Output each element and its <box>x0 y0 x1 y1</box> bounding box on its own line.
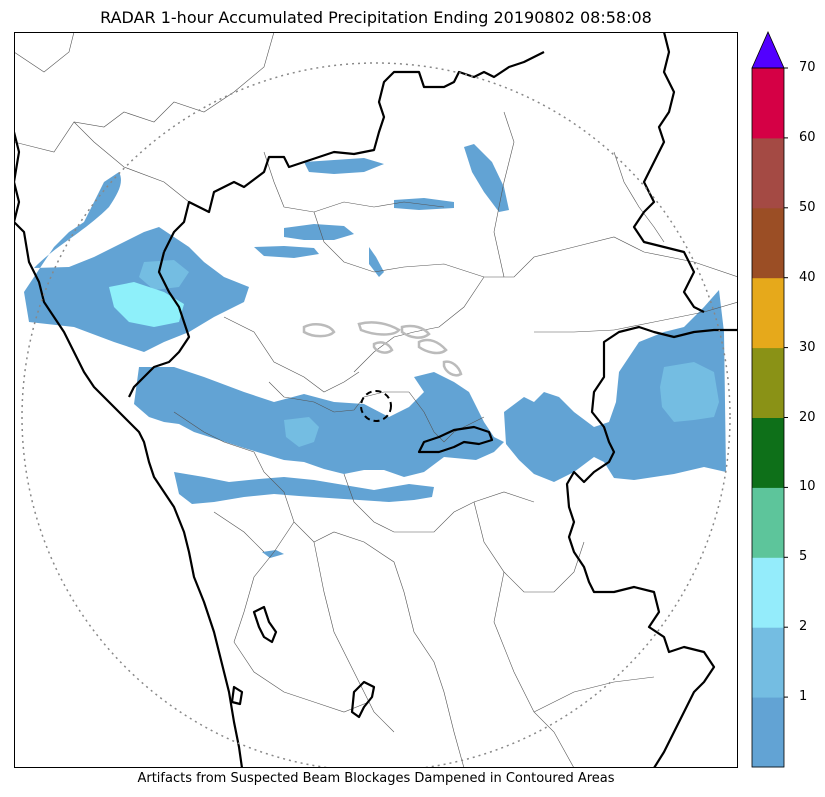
map-border <box>14 32 738 768</box>
colorbar-tick-label: 60 <box>799 129 816 145</box>
radar-range-ring <box>21 62 731 768</box>
precip-core-east <box>660 362 719 422</box>
colorbar-tick-label: 2 <box>799 619 808 635</box>
district-boundary <box>403 591 465 768</box>
colorbar-segment <box>752 417 784 488</box>
district-boundary <box>493 111 515 278</box>
colorbar-segment <box>752 627 784 698</box>
district-boundary <box>268 381 409 413</box>
state-boundary-east <box>565 325 738 768</box>
radar-map <box>14 32 738 768</box>
district-boundary <box>173 411 405 593</box>
precip-area-south <box>174 472 434 504</box>
map-footer-note: Artifacts from Suspected Beam Blockages … <box>137 771 615 786</box>
colorbar-segment <box>752 347 784 418</box>
blockage-contour <box>400 324 431 339</box>
district-boundary <box>534 329 615 333</box>
state-boundary-northeast <box>632 32 705 313</box>
blockage-contour <box>302 323 336 338</box>
blockage-contour <box>417 338 448 355</box>
colorbar-tick-label: 50 <box>799 199 816 215</box>
district-boundary <box>14 32 275 153</box>
colorbar-segment <box>752 697 784 768</box>
precip-area-east <box>504 290 726 482</box>
precipitation-medium-layer <box>139 260 719 447</box>
state-enclave-central <box>417 425 494 454</box>
blockage-contour <box>442 360 463 377</box>
colorbar-tick-label: 10 <box>799 479 816 495</box>
district-boundary <box>533 676 655 713</box>
colorbar-segments <box>752 68 784 768</box>
colorbar-segment <box>752 277 784 349</box>
beam-blockage-contours <box>302 321 463 377</box>
precip-band-north-3 <box>254 246 319 258</box>
colorbar-tick-label: 5 <box>799 549 808 565</box>
precip-core-northwest-b <box>139 260 189 290</box>
district-boundary <box>263 151 445 213</box>
state-boundary-west-coast <box>14 131 244 768</box>
district-boundary <box>73 121 190 203</box>
precip-band-north-2 <box>284 224 354 240</box>
colorbar-tick-label: 30 <box>799 339 816 355</box>
colorbar-extend-max-triangle <box>751 31 785 69</box>
state-enclave-southeast <box>350 680 376 719</box>
precip-streak-northeast <box>464 144 509 212</box>
precip-core-northwest <box>109 282 184 327</box>
colorbar-segment <box>752 137 784 209</box>
state-boundary-inner-west <box>128 251 191 398</box>
state-boundary-north <box>163 51 545 253</box>
district-boundary <box>313 541 395 733</box>
district-boundary <box>613 301 738 331</box>
radar-site-ring <box>360 390 392 422</box>
colorbar-tick-marks <box>784 67 788 698</box>
district-boundary <box>473 501 585 593</box>
precip-core-central <box>284 417 319 447</box>
state-enclave-southwest <box>230 685 244 706</box>
precip-band-north-4 <box>394 198 454 210</box>
precip-small-north <box>369 247 384 277</box>
precipitation-light-layer <box>24 144 726 558</box>
colorbar-tick-label: 1 <box>799 689 808 705</box>
colorbar-tick-label: 70 <box>799 60 816 75</box>
district-boundaries <box>14 32 738 768</box>
state-enclave-south <box>252 605 278 644</box>
colorbar-tick-label: 20 <box>799 409 816 425</box>
colorbar-segment <box>752 487 784 558</box>
precip-area-central <box>134 367 504 477</box>
precip-band-north-1 <box>304 158 384 174</box>
district-boundary <box>493 571 575 768</box>
precip-strip-south <box>262 550 284 558</box>
blockage-contour <box>372 341 394 354</box>
district-boundary <box>233 521 295 643</box>
district-boundary <box>313 211 738 278</box>
colorbar-segment <box>752 557 784 628</box>
colorbar-segment <box>752 207 784 279</box>
colorbar-tick-label: 40 <box>799 269 816 285</box>
district-boundary <box>223 316 360 393</box>
district-boundary <box>343 473 535 533</box>
district-boundary <box>613 151 665 243</box>
colorbar-segment <box>752 68 784 139</box>
precipitation-colorbar <box>748 28 825 773</box>
district-boundary <box>213 511 265 553</box>
chart-title: RADAR 1-hour Accumulated Precipitation E… <box>100 8 652 27</box>
state-boundaries <box>14 32 738 768</box>
precip-area-northwest <box>24 172 249 352</box>
blockage-contour <box>357 321 401 336</box>
district-boundary <box>233 641 370 713</box>
district-boundary <box>353 276 485 373</box>
district-boundary <box>14 32 75 73</box>
precipitation-heavy-layer <box>109 282 184 327</box>
